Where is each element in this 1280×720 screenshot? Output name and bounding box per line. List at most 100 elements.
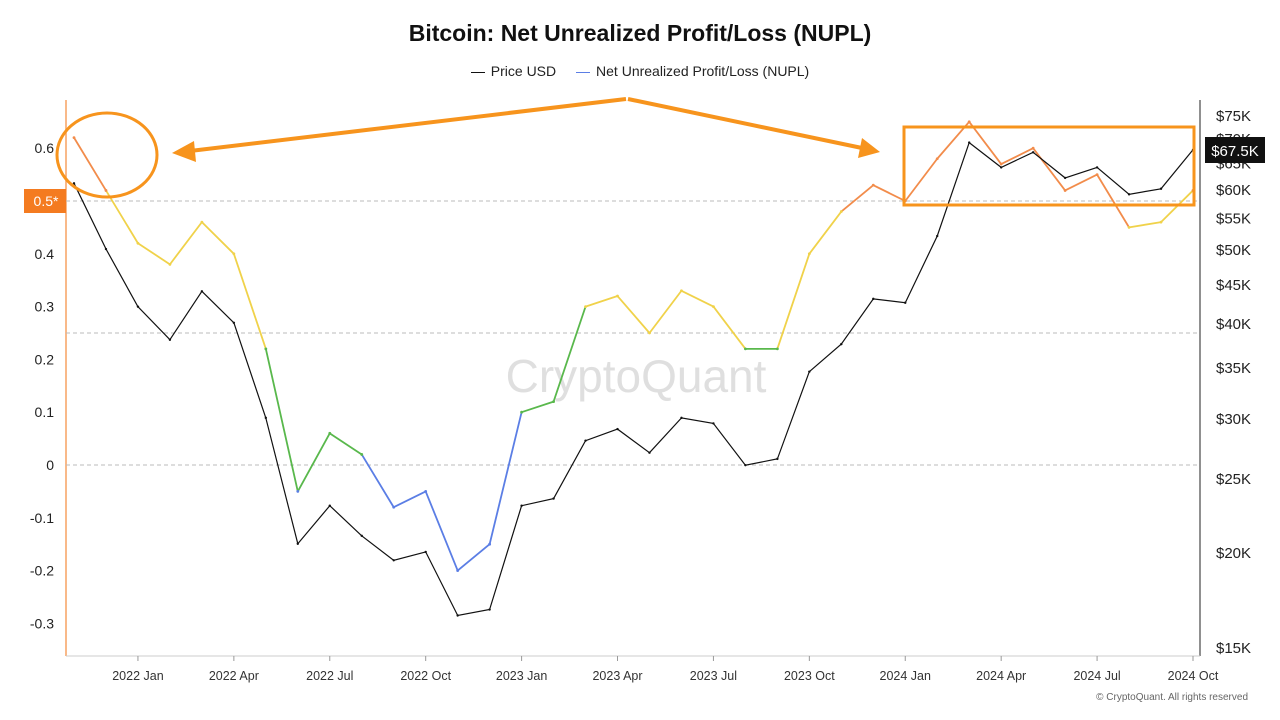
- x-tick-label: 2023 Oct: [784, 669, 835, 683]
- price-point: [456, 614, 459, 617]
- nupl-segment: [200, 221, 235, 255]
- nupl-point: [200, 220, 204, 224]
- x-tick-label: 2023 Jul: [690, 669, 737, 683]
- price-point: [232, 321, 236, 324]
- nupl-segment: [360, 453, 395, 509]
- price-point: [584, 439, 587, 442]
- x-tick-label: 2022 Jul: [306, 669, 353, 683]
- price-point: [104, 247, 108, 251]
- annotations: [55, 97, 1196, 207]
- price-point: [360, 534, 363, 537]
- nupl-point: [136, 241, 140, 245]
- nupl-segment: [73, 136, 107, 192]
- nupl-segment: [264, 347, 299, 493]
- nupl-point: [520, 410, 523, 414]
- nupl-segment: [520, 400, 555, 414]
- nupl-point: [296, 490, 300, 493]
- nupl-point: [488, 542, 492, 546]
- nupl-segment: [328, 432, 363, 456]
- price-point: [72, 182, 76, 185]
- nupl-segment: [680, 289, 715, 308]
- left-tick-label: -0.2: [30, 563, 54, 579]
- nupl-segment: [1064, 173, 1098, 192]
- x-tick-label: 2022 Jan: [112, 669, 163, 683]
- nupl-segment: [776, 252, 811, 350]
- nupl-segment: [584, 295, 619, 308]
- nupl-segment: [904, 157, 939, 202]
- nupl-point: [807, 252, 811, 256]
- nupl-point: [744, 347, 747, 351]
- legend-swatch-price: [470, 71, 485, 74]
- nupl-point: [775, 347, 779, 351]
- price-point: [200, 290, 204, 293]
- price-point: [712, 422, 715, 425]
- x-tick-label: 2024 Jan: [880, 669, 931, 683]
- nupl-point: [871, 183, 875, 187]
- nupl-segment: [169, 221, 203, 266]
- nupl-segment: [488, 411, 523, 546]
- nupl-point: [999, 162, 1003, 166]
- nupl-point: [935, 157, 939, 161]
- right-tick-label: $50K: [1216, 242, 1251, 259]
- chart-legend: Price USD Net Unrealized Profit/Loss (NU…: [0, 63, 1280, 79]
- reference-lines: [66, 200, 1200, 466]
- left-tick-label: 0.2: [35, 351, 55, 367]
- price-point: [776, 457, 779, 461]
- nupl-series: [72, 120, 1195, 572]
- price-point: [999, 166, 1003, 169]
- nupl-segment: [616, 295, 651, 334]
- annotation-arrow-left: [189, 97, 627, 153]
- x-tick-label: 2024 Oct: [1168, 669, 1219, 683]
- chart-title: Bitcoin: Net Unrealized Profit/Loss (NUP…: [408, 20, 872, 46]
- left-tick-label: -0.3: [30, 615, 54, 631]
- right-tick-label: $55K: [1216, 211, 1251, 228]
- left-tick-label: 0.1: [35, 404, 55, 420]
- nupl-segment: [232, 252, 267, 350]
- price-point: [1127, 193, 1131, 196]
- right-tick-label: $15K: [1216, 640, 1251, 657]
- price-point: [552, 497, 555, 500]
- price-point: [424, 550, 427, 554]
- right-tick-label: $40K: [1216, 316, 1251, 333]
- price-point: [1095, 166, 1099, 169]
- price-point: [168, 338, 172, 341]
- legend-item-price[interactable]: Price USD: [470, 63, 556, 79]
- price-point: [488, 608, 491, 611]
- copyright-footer: © CryptoQuant. All rights reserved: [1096, 692, 1248, 703]
- current-price-badge: $67.5K: [1205, 137, 1265, 163]
- price-series: [72, 141, 1195, 617]
- annotation-arrowhead-right: [858, 138, 880, 158]
- nupl-segment: [872, 184, 907, 202]
- nupl-point: [168, 262, 172, 266]
- x-tick-label: 2022 Apr: [209, 669, 259, 683]
- right-tick-label: $45K: [1216, 277, 1251, 294]
- nupl-segment: [1000, 147, 1035, 165]
- nupl-point: [680, 289, 683, 293]
- legend-item-nupl[interactable]: Net Unrealized Profit/Loss (NUPL): [576, 63, 809, 79]
- nupl-point: [360, 453, 364, 456]
- nupl-point: [839, 210, 843, 213]
- nupl-segment: [1096, 173, 1130, 229]
- nupl-segment: [552, 305, 587, 403]
- price-point: [296, 542, 299, 545]
- nupl-segment: [968, 120, 1003, 165]
- nupl-point: [616, 294, 619, 298]
- x-tick-label: 2023 Jan: [496, 669, 547, 683]
- nupl-point: [1063, 189, 1067, 192]
- price-point: [968, 141, 971, 144]
- nupl-segment: [424, 490, 459, 572]
- price-point: [1063, 176, 1067, 180]
- price-point: [1031, 151, 1035, 154]
- nupl-segment: [808, 210, 843, 255]
- watermark: CryptoQuant: [506, 350, 767, 402]
- price-point: [744, 463, 747, 467]
- right-tick-label: $20K: [1216, 545, 1251, 562]
- annotation-box: [902, 125, 1196, 207]
- nupl-segment: [1128, 221, 1162, 229]
- x-tick-label: 2023 Apr: [592, 669, 642, 683]
- price-point: [136, 305, 140, 308]
- nupl-segment: [456, 543, 491, 572]
- price-line: [73, 141, 1194, 617]
- nupl-point: [232, 252, 236, 256]
- nupl-point: [72, 136, 76, 140]
